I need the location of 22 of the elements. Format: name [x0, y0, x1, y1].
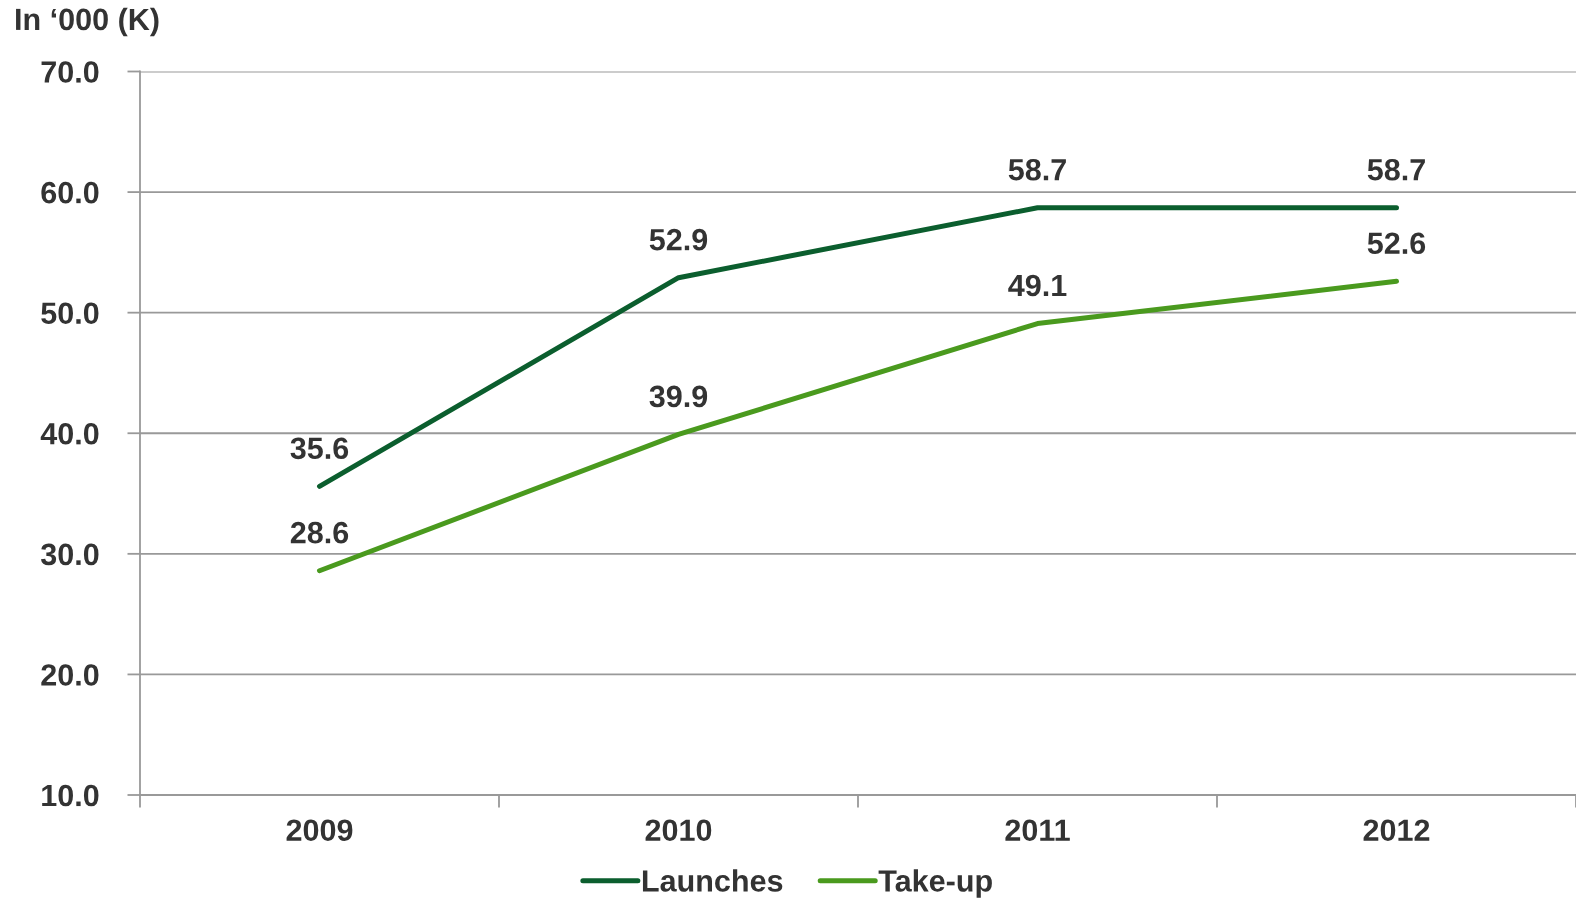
y-tick-label: 70.0 [41, 61, 99, 83]
x-tick-label: 2010 [645, 819, 712, 842]
x-tick-label: 2011 [1005, 819, 1070, 842]
data-label: 52.9 [649, 228, 708, 251]
y-tick-label: 30.0 [40, 543, 99, 566]
y-tick-label: 60.0 [41, 181, 99, 204]
legend-label: Launches [642, 869, 783, 892]
y-tick-label: 40.0 [40, 422, 99, 445]
x-tick-label: 2012 [1363, 819, 1430, 842]
data-label: 49.1 [1008, 274, 1067, 297]
data-label: 58.7 [1367, 158, 1425, 181]
data-label: 28.6 [290, 521, 349, 544]
y-axis-title: In ‘000 (K) [16, 7, 159, 37]
data-label: 58.7 [1008, 158, 1066, 181]
y-tick-label: 50.0 [41, 302, 99, 325]
data-label: 35.6 [290, 437, 349, 460]
y-tick-label: 10.0 [42, 784, 99, 807]
y-tick-label: 20.0 [41, 664, 99, 686]
data-label: 52.6 [1367, 232, 1426, 255]
legend-label: Take-up [878, 869, 992, 898]
x-tick-label: 2009 [286, 819, 353, 842]
data-label: 39.9 [649, 385, 708, 408]
